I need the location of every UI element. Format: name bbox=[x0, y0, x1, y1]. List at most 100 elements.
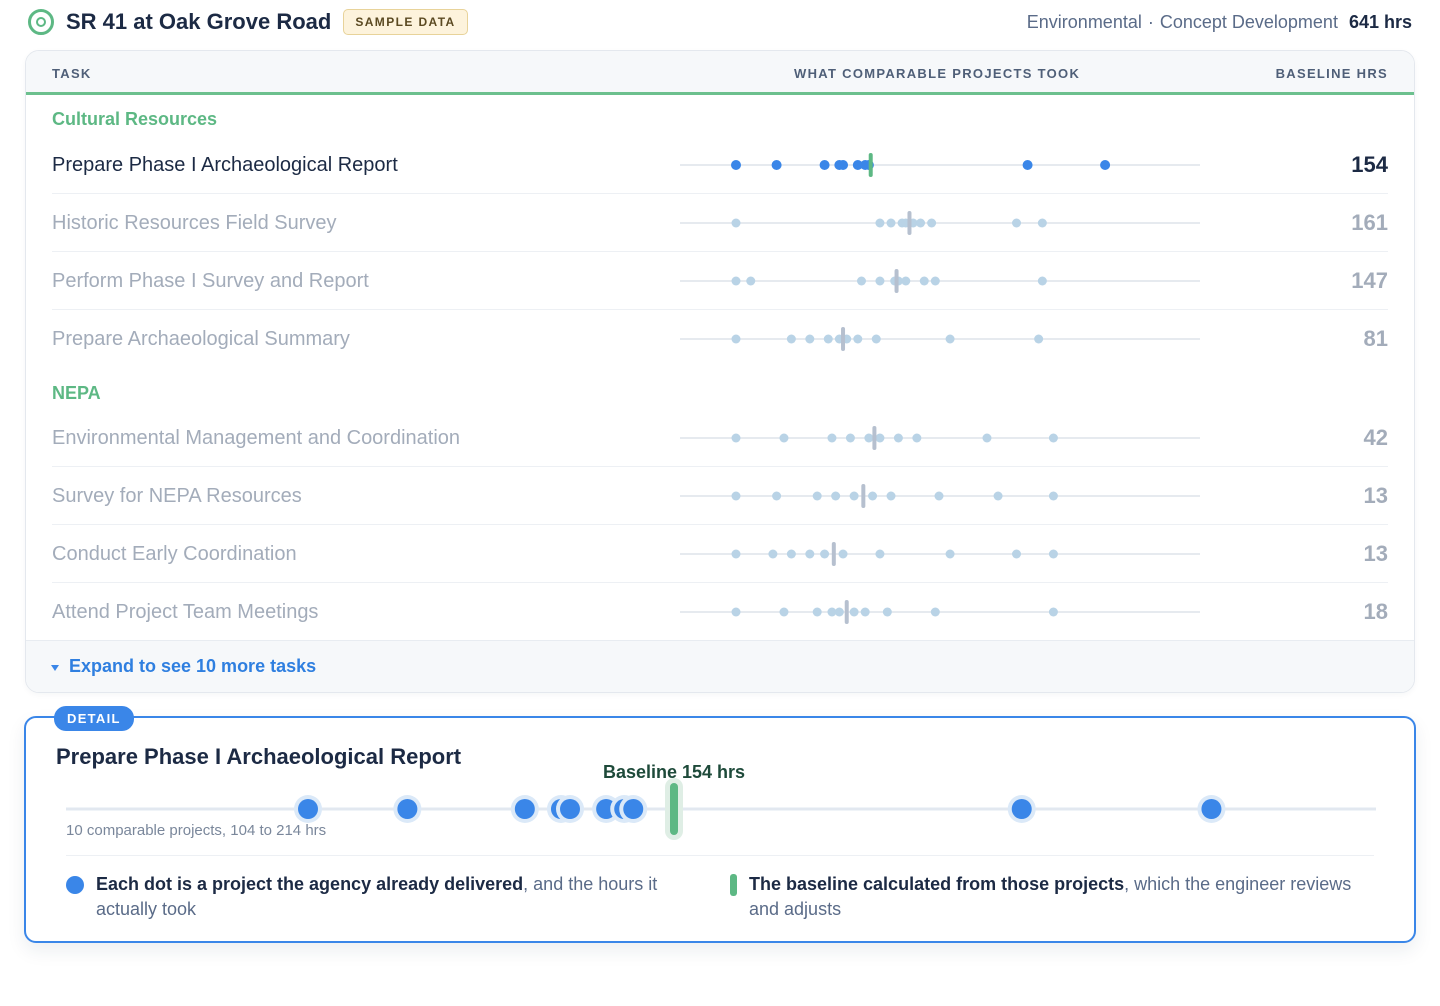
project-meta: Environmental · Concept Development 641 … bbox=[1027, 12, 1412, 33]
comparable-strip bbox=[680, 542, 1200, 566]
project-dot bbox=[771, 160, 782, 170]
column-header-task: TASK bbox=[52, 66, 92, 81]
project-dot bbox=[886, 218, 896, 228]
task-name: Historic Resources Field Survey bbox=[52, 212, 337, 234]
baseline-marker bbox=[894, 269, 899, 293]
comparable-strip bbox=[680, 153, 1200, 177]
group-label-cultural-resources: Cultural Resources bbox=[52, 109, 218, 129]
project-dot bbox=[852, 160, 863, 170]
baseline-hours: 42 bbox=[1363, 425, 1388, 450]
project-dot bbox=[786, 334, 796, 344]
column-header-baseline: BASELINE HRS bbox=[1275, 66, 1388, 81]
project-dot bbox=[731, 334, 741, 344]
total-hours: 641 hrs bbox=[1348, 11, 1412, 32]
chevron-down-icon bbox=[51, 664, 59, 671]
table-row[interactable]: Historic Resources Field Survey 161 bbox=[26, 194, 1414, 252]
project-dot bbox=[820, 549, 830, 559]
project-dot bbox=[731, 607, 741, 617]
task-name: Perform Phase I Survey and Report bbox=[52, 270, 369, 292]
project-dot bbox=[768, 549, 778, 559]
project-dot bbox=[786, 549, 796, 559]
detail-caption: 10 comparable projects, 104 to 214 hrs bbox=[66, 822, 327, 839]
project-dot bbox=[871, 334, 881, 344]
comparable-strip bbox=[680, 327, 1200, 351]
project-dot bbox=[1048, 491, 1058, 501]
project-dot bbox=[930, 276, 940, 286]
project-dot bbox=[623, 799, 644, 819]
project-dot bbox=[1048, 607, 1058, 617]
legend-projects-bold: Each dot is a project the agency already… bbox=[96, 874, 524, 894]
baseline-marker bbox=[844, 600, 849, 624]
project-dot bbox=[1048, 549, 1058, 559]
project-dot bbox=[731, 160, 741, 170]
project-dot bbox=[1201, 799, 1222, 819]
detail-divider bbox=[66, 855, 1374, 856]
comparable-strip bbox=[680, 600, 1200, 624]
project-dot bbox=[868, 491, 878, 501]
project-dot bbox=[916, 218, 926, 228]
baseline-hours: 81 bbox=[1363, 326, 1388, 351]
project-dot bbox=[834, 607, 844, 617]
detail-strip: Baseline 154 hrs bbox=[66, 762, 1376, 840]
task-name: Environmental Management and Coordinatio… bbox=[52, 427, 461, 449]
project-dot bbox=[731, 218, 741, 228]
project-dot bbox=[945, 549, 955, 559]
baseline-hours: 13 bbox=[1363, 483, 1388, 508]
baseline-marker bbox=[831, 542, 836, 566]
project-dot bbox=[779, 607, 789, 617]
expand-tasks-button[interactable]: Expand to see 10 more tasks bbox=[51, 656, 316, 677]
project-dot bbox=[864, 433, 874, 443]
project-dot bbox=[875, 433, 885, 443]
table-header: TASK WHAT COMPARABLE PROJECTS TOOK BASEL… bbox=[26, 51, 1414, 95]
expand-tasks-label: Expand to see 10 more tasks bbox=[69, 656, 317, 676]
table-row[interactable]: Prepare Phase I Archaeological Report 15… bbox=[26, 136, 1414, 194]
table-row[interactable]: Environmental Management and Coordinatio… bbox=[26, 409, 1414, 467]
legend-baseline: The baseline calculated from those proje… bbox=[749, 872, 1379, 922]
group-label-nepa: NEPA bbox=[52, 383, 101, 403]
table-row[interactable]: Survey for NEPA Resources 13 bbox=[26, 467, 1414, 525]
project-dot bbox=[1012, 218, 1022, 228]
project-dot bbox=[886, 491, 896, 501]
baseline-marker bbox=[868, 153, 873, 177]
task-table: TASK WHAT COMPARABLE PROJECTS TOOK BASEL… bbox=[25, 50, 1415, 693]
table-row[interactable]: Attend Project Team Meetings 18 bbox=[26, 583, 1414, 641]
table-row[interactable]: Prepare Archaeological Summary 81 bbox=[26, 310, 1414, 368]
project-dot bbox=[982, 433, 992, 443]
project-dot bbox=[805, 549, 815, 559]
project-dot bbox=[875, 549, 885, 559]
project-dot bbox=[856, 276, 866, 286]
baseline-marker bbox=[670, 783, 678, 835]
sample-data-badge: SAMPLE DATA bbox=[343, 9, 468, 35]
project-dot bbox=[514, 799, 535, 819]
project-dot bbox=[1100, 160, 1111, 170]
project-dot bbox=[731, 433, 741, 443]
project-dot bbox=[853, 334, 863, 344]
baseline-marker bbox=[872, 426, 877, 450]
project-dot bbox=[875, 218, 885, 228]
project-dot bbox=[812, 491, 822, 501]
project-dot bbox=[746, 276, 756, 286]
project-dot bbox=[1011, 799, 1032, 819]
project-dot bbox=[1034, 334, 1044, 344]
baseline-label: Baseline 154 hrs bbox=[603, 762, 745, 782]
detail-title: Prepare Phase I Archaeological Report bbox=[56, 744, 462, 769]
table-row[interactable]: Conduct Early Coordination 13 bbox=[26, 525, 1414, 583]
expand-bar: Expand to see 10 more tasks bbox=[26, 640, 1414, 692]
baseline-hours: 147 bbox=[1351, 268, 1388, 293]
project-dot bbox=[1048, 433, 1058, 443]
project-dot bbox=[849, 607, 859, 617]
project-dot bbox=[1037, 276, 1047, 286]
project-dot bbox=[731, 276, 741, 286]
project-dot bbox=[1022, 160, 1033, 170]
legend-baseline-rest: , which the engineer reviews and adjusts bbox=[749, 874, 1352, 919]
project-dot bbox=[930, 607, 940, 617]
table-row[interactable]: Perform Phase I Survey and Report 147 bbox=[26, 252, 1414, 310]
project-dot bbox=[298, 799, 318, 819]
task-name: Attend Project Team Meetings bbox=[52, 601, 319, 623]
page-header: SR 41 at Oak Grove Road SAMPLE DATA Envi… bbox=[28, 8, 1412, 36]
project-dot bbox=[779, 433, 789, 443]
project-dot bbox=[805, 334, 815, 344]
baseline-marker bbox=[841, 327, 846, 351]
project-dot bbox=[819, 160, 830, 170]
project-dot bbox=[831, 491, 841, 501]
